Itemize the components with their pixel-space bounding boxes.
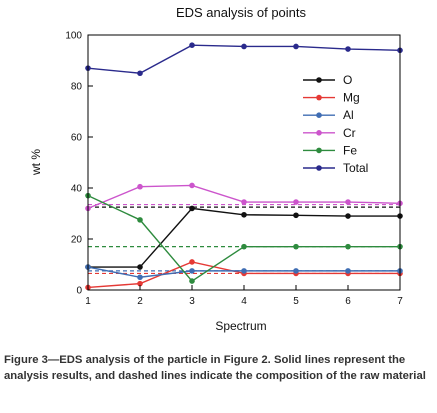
eds-line-chart: EDS analysis of points 1 2 3 4 5 6 7 0 20 40 60 80… (29, 5, 403, 333)
x-tick-label: 4 (241, 296, 247, 307)
data-point-al (293, 268, 299, 274)
y-tick-label: 60 (71, 133, 83, 144)
data-point-o (345, 213, 351, 219)
y-tick-label: 20 (71, 235, 83, 246)
data-point-cr (241, 199, 247, 205)
x-tick-label: 7 (397, 296, 403, 307)
data-point-mg (137, 280, 143, 287)
data-point-cr (189, 182, 195, 189)
plot-area: 1 2 3 4 5 6 7 0 20 40 60 80 100 (65, 31, 403, 308)
data-point-fe (293, 243, 299, 250)
figure-caption: Figure 3—EDS analysis of the particle in… (4, 354, 426, 382)
data-point-mg (189, 259, 195, 265)
x-tick-label: 5 (293, 296, 299, 307)
data-point-al (345, 268, 351, 274)
x-tick-label: 6 (345, 296, 351, 307)
series-line-total (87, 44, 401, 74)
data-point-o (137, 264, 143, 270)
data-point-total (345, 46, 351, 52)
data-point-o (241, 211, 247, 218)
data-point-total (241, 43, 247, 50)
x-axis-label: Spectrum (215, 319, 266, 333)
data-point-al (137, 274, 143, 281)
data-point-cr (137, 183, 143, 190)
data-point-o (189, 205, 195, 212)
chart-title: EDS analysis of points (176, 5, 307, 20)
legend-marker-mg (316, 94, 322, 101)
data-point-total (189, 42, 195, 48)
y-tick-label: 40 (71, 184, 83, 195)
x-tick-label: 3 (189, 296, 195, 307)
y-axis-ticks: 0 20 40 60 80 100 (65, 31, 93, 297)
data-point-al (241, 268, 247, 274)
data-point-al (189, 268, 195, 274)
legend-label-cr: Cr (343, 126, 356, 140)
legend-marker-total (316, 165, 322, 171)
legend-marker-o (316, 77, 322, 83)
x-tick-label: 1 (85, 296, 91, 307)
data-point-cr (345, 199, 351, 205)
y-axis-label: wt % (29, 149, 43, 176)
legend-label-o: O (343, 73, 352, 87)
data-point-fe (137, 217, 143, 223)
y-tick-label: 80 (71, 82, 83, 93)
legend-label-total: Total (343, 161, 368, 175)
y-tick-label: 100 (65, 31, 82, 42)
data-point-total (293, 43, 299, 50)
data-point-total (137, 70, 143, 77)
legend-marker-cr (316, 130, 322, 136)
legend-marker-al (316, 112, 322, 118)
x-axis-ticks: 1 2 3 4 5 6 7 (85, 285, 403, 307)
data-point-cr (293, 199, 299, 205)
legend-label-mg: Mg (343, 91, 360, 105)
legend-marker-fe (316, 147, 322, 154)
data-point-fe (345, 243, 351, 250)
data-point-fe (241, 243, 247, 250)
data-point-fe (189, 278, 195, 284)
y-tick-label: 0 (76, 286, 82, 297)
legend-label-al: Al (343, 108, 354, 122)
legend: O Mg Al Cr Fe Total (303, 73, 368, 175)
x-tick-label: 2 (137, 296, 143, 307)
data-point-o (293, 212, 299, 219)
legend-label-fe: Fe (343, 143, 357, 157)
